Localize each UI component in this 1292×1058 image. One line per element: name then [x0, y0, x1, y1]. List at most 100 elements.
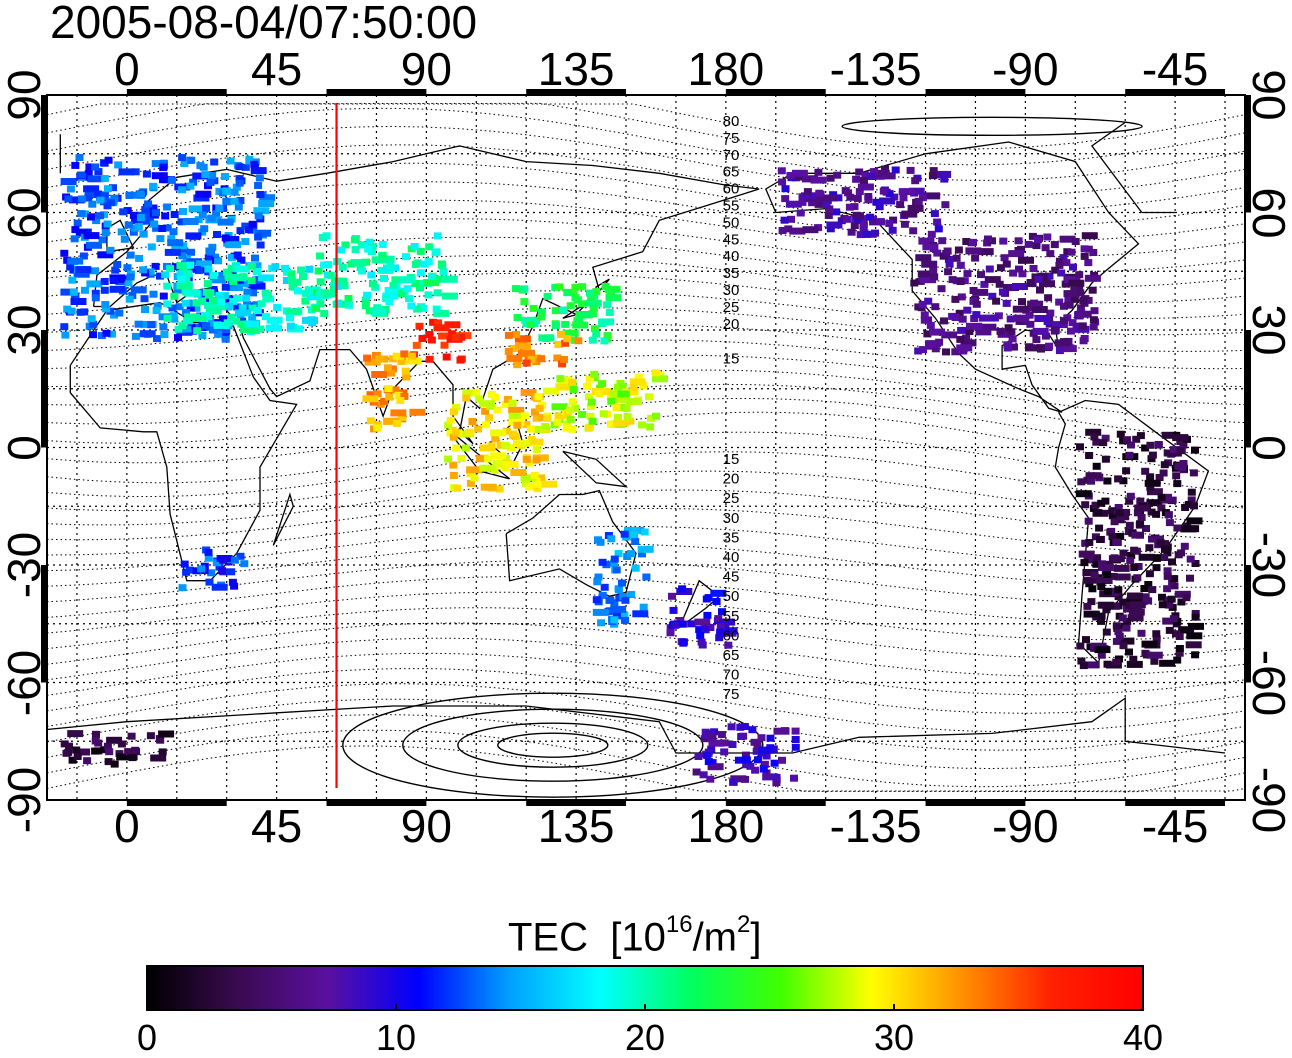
tec-cell-antarctica-west [150, 754, 167, 762]
tec-cell-south-america [1113, 564, 1130, 572]
tec-cell-europe [66, 263, 75, 271]
tec-cell-antarctica-pacific [728, 741, 737, 748]
tec-cell-north-america [990, 314, 999, 322]
tec-cell-south-america [1181, 504, 1190, 511]
tec-cell-south-america [1125, 451, 1134, 459]
tec-cell-alaska-canada [891, 166, 900, 174]
tec-cell-central-asia [439, 268, 448, 276]
tec-cell-europe [120, 235, 129, 243]
tec-cell-southeast-asia [513, 421, 522, 429]
tec-cell-south-america [1077, 657, 1086, 665]
tec-cell-south-america [1191, 560, 1200, 567]
tec-cell-north-america [914, 347, 923, 355]
tec-cell-southeast-asia [490, 452, 507, 460]
tec-cell-south-america [1097, 651, 1106, 659]
tec-cell-antarctica-west [158, 748, 167, 756]
tec-cell-southeast-asia [538, 414, 547, 422]
tec-cell-antarctica-pacific [699, 771, 708, 779]
bottom-lon-tick: -135 [829, 800, 922, 852]
tec-cell-central-asia [365, 307, 374, 315]
tec-cell-central-asia [413, 305, 422, 313]
tec-cell-pacific-islands [612, 395, 629, 403]
tec-cell-south-america [1191, 610, 1200, 617]
tec-cell-alaska-canada [803, 188, 812, 196]
tec-cell-europe-south [223, 268, 232, 276]
tec-cell-south-america [1119, 477, 1128, 485]
tec-cell-central-asia [329, 285, 338, 293]
tec-cell-europe [198, 331, 207, 339]
contour-line [46, 383, 1246, 444]
tec-cell-europe [109, 277, 118, 284]
tec-cell-antarctica-pacific [760, 760, 769, 768]
tec-cell-india [364, 358, 381, 366]
tec-cell-europe [101, 301, 110, 308]
contour-line [46, 199, 1246, 258]
tec-cell-south-america [1140, 585, 1149, 592]
tec-cell-alaska-canada [845, 203, 854, 211]
tec-cell-europe [233, 251, 242, 259]
tec-cell-south-america [1109, 572, 1118, 580]
tec-cell-central-asia [337, 246, 345, 254]
tec-cell-antarctica-pacific [706, 775, 715, 783]
tec-cell-central-asia [438, 262, 447, 270]
tec-cell-north-america [931, 303, 940, 311]
tec-cell-north-america [1004, 324, 1013, 332]
contour-label: 25 [723, 299, 740, 316]
tec-cell-southeast-asia [510, 469, 527, 476]
tec-cell-australia-east [631, 538, 640, 545]
tec-cell-alaska-canada [885, 220, 894, 227]
tec-cell-australia-east [610, 555, 619, 563]
tec-cell-europe [139, 230, 148, 238]
tec-cell-india-tibet [412, 341, 421, 349]
tec-cell-south-america [1127, 614, 1144, 622]
tec-cell-pacific-islands [556, 376, 573, 384]
tec-cell-antarctica-west [104, 758, 113, 766]
tec-cell-alaska-canada [826, 225, 835, 233]
tec-cell-south-china [553, 354, 562, 362]
tec-cell-north-america [1055, 257, 1064, 265]
timestamp: 2005-08-04/07:50:00 [50, 0, 478, 48]
tec-cell-north-america [969, 238, 977, 246]
tec-cell-europe [110, 194, 119, 202]
tec-cell-pacific-islands [626, 417, 635, 425]
tec-cell-alaska-canada [879, 197, 896, 205]
tec-cell-south-africa [180, 560, 189, 568]
tec-cell-alaska-canada [834, 194, 843, 202]
tec-cell-north-america [933, 249, 942, 257]
tec-cell-europe-south [301, 297, 310, 305]
tec-cell-europe [126, 273, 135, 281]
tec-cell-antarctica-west [110, 760, 119, 768]
tec-cell-antarctica-pacific [740, 723, 749, 730]
tec-cell-south-america [1097, 601, 1114, 609]
tec-cell-europe [96, 196, 105, 204]
tec-cell-south-america [1126, 597, 1143, 605]
tec-cell-south-america [1179, 441, 1188, 449]
tec-cell-antarctica-pacific [751, 766, 760, 774]
tec-cell-alaska-canada [873, 169, 890, 177]
tec-cell-india [366, 391, 375, 399]
tec-cell-southeast-asia [493, 406, 502, 414]
tec-cell-south-america [1186, 517, 1203, 525]
tec-cell-south-america [1126, 492, 1135, 500]
tec-cell-southeast-asia [525, 483, 534, 491]
tec-cell-europe-south [257, 300, 266, 308]
tec-cell-south-america [1174, 463, 1183, 470]
tec-cell-north-america [984, 276, 1001, 284]
tec-cell-north-america [977, 271, 985, 279]
tec-cell-south-china [519, 350, 535, 357]
tec-cell-europe [219, 315, 227, 323]
tec-cell-south-america [1119, 598, 1128, 606]
tec-cell-antarctica-pacific [790, 774, 798, 782]
tec-cell-india [373, 424, 382, 432]
tec-cell-south-america [1122, 467, 1131, 475]
tec-cell-europe [125, 191, 134, 199]
tec-cell-southeast-asia [508, 412, 525, 420]
tec-cell-south-america [1148, 586, 1157, 594]
tec-cell-europe [177, 218, 186, 226]
tec-cell-north-america [1078, 322, 1087, 330]
tec-cell-new-zealand [700, 624, 709, 632]
coastline [272, 492, 294, 546]
tec-cell-alaska-canada [872, 198, 881, 206]
tec-cell-europe [129, 228, 138, 236]
tec-cell-south-america [1112, 637, 1121, 645]
